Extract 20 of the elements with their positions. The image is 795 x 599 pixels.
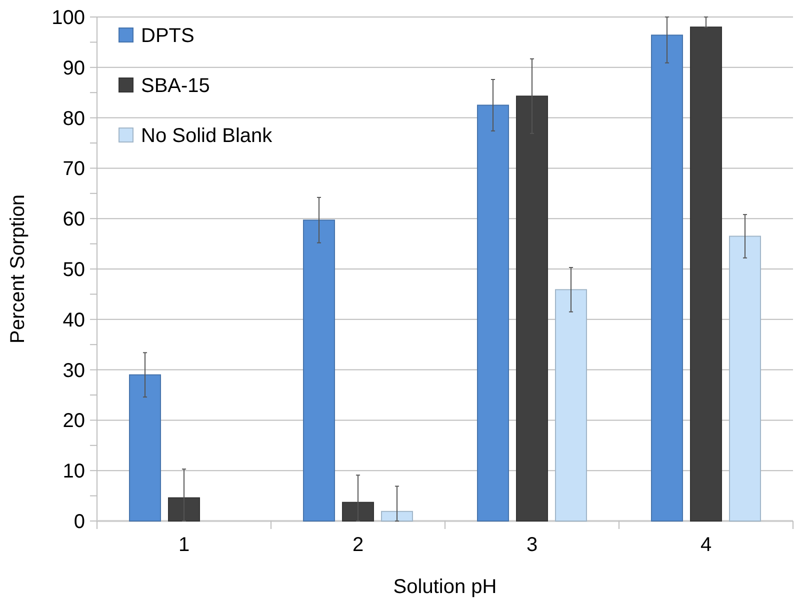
y-tick-label: 90 [62, 57, 85, 80]
y-tick-label: 10 [62, 460, 85, 483]
y-tick-label: 70 [62, 158, 85, 180]
y-tick-label: 100 [52, 7, 85, 29]
x-tick-label: 2 [352, 534, 364, 556]
y-tick-label: 20 [62, 410, 85, 432]
x-tick-label: 1 [178, 534, 190, 556]
y-tick-label: 30 [62, 360, 85, 382]
legend-label: DPTS [141, 25, 194, 47]
y-tick-label: 80 [62, 108, 85, 130]
x-tick-label: 3 [526, 534, 538, 556]
y-tick-label: 40 [62, 309, 85, 332]
x-tick-label: 4 [700, 534, 712, 556]
y-tick-label: 0 [74, 511, 85, 533]
legend-label: No Solid Blank [141, 125, 274, 147]
y-tick-label: 60 [62, 208, 85, 231]
legend-label: SBA-15 [141, 75, 210, 97]
y-axis-title: Percent Sorption [7, 194, 29, 344]
x-axis-title: Solution pH [393, 576, 497, 598]
y-tick-label: 50 [62, 259, 85, 281]
